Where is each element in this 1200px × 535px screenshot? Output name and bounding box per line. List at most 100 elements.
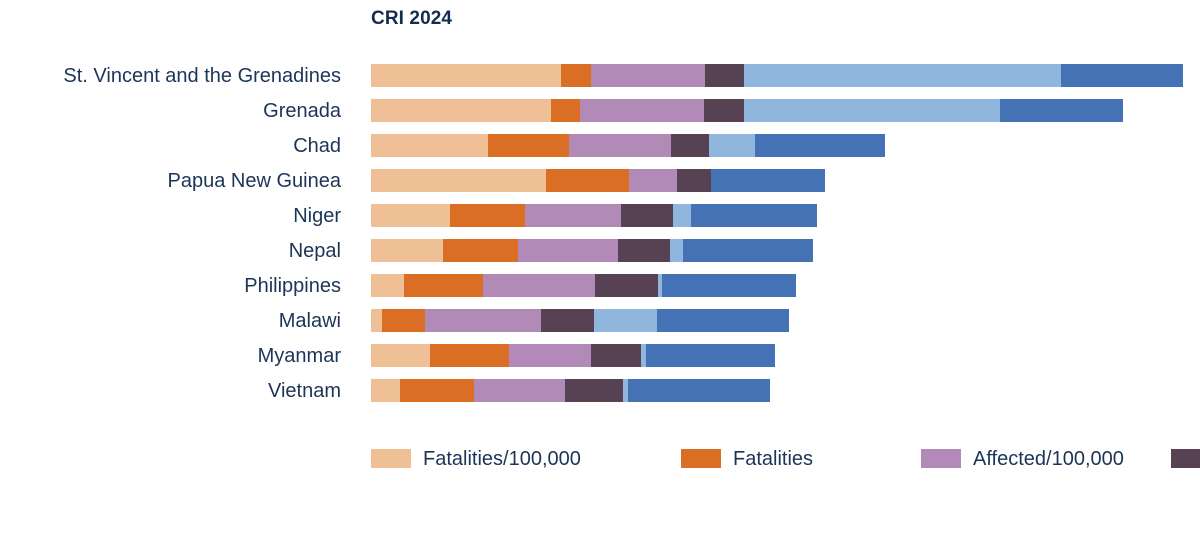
- bar-segment: [705, 64, 744, 87]
- bar-segment: [629, 169, 677, 192]
- stacked-bar: [371, 239, 813, 262]
- plot-area: St. Vincent and the Grenadines Grenada Cha…: [0, 58, 1200, 418]
- legend-item[interactable]: Fatalities: [681, 449, 921, 469]
- bar-segment: [595, 274, 658, 297]
- bar-segment: [371, 239, 443, 262]
- bar-segment: [371, 134, 488, 157]
- bar-segment: [711, 169, 825, 192]
- legend-item[interactable]: Fatalities/100,000: [371, 449, 681, 469]
- category-label: Nepal: [288, 239, 341, 262]
- legend-swatch-icon: [371, 449, 411, 468]
- bar-segment: [371, 64, 561, 87]
- bar-segment: [518, 239, 618, 262]
- stacked-bar: [371, 274, 796, 297]
- legend-swatch-icon: [921, 449, 961, 468]
- bar-row: Niger: [0, 198, 1200, 233]
- category-label: Chad: [293, 134, 341, 157]
- category-label: Grenada: [263, 99, 341, 122]
- bar-segment: [683, 239, 813, 262]
- category-label: Myanmar: [257, 344, 341, 367]
- bar-segment: [474, 379, 565, 402]
- bar-segment: [509, 344, 591, 367]
- stacked-bar: [371, 344, 775, 367]
- bar-segment: [594, 309, 657, 332]
- bar-segment: [430, 344, 509, 367]
- bar-row: Vietnam: [0, 373, 1200, 408]
- bar-segment: [755, 134, 885, 157]
- bar-segment: [425, 309, 541, 332]
- category-label: Philippines: [244, 274, 341, 297]
- legend-item[interactable]: Affected/100,000: [921, 449, 1171, 469]
- stacked-bar: [371, 379, 770, 402]
- legend-label: Fatalities/100,000: [423, 447, 581, 470]
- bar-segment: [400, 379, 474, 402]
- bar-segment: [744, 99, 1000, 122]
- bar-segment: [483, 274, 595, 297]
- category-label: St. Vincent and the Grenadines: [63, 64, 341, 87]
- bar-row: Myanmar: [0, 338, 1200, 373]
- bar-segment: [646, 344, 775, 367]
- stacked-bar: [371, 64, 1183, 87]
- bar-segment: [371, 379, 400, 402]
- bar-segment: [371, 99, 551, 122]
- category-label: Vietnam: [267, 379, 341, 402]
- bar-segment: [670, 239, 683, 262]
- bar-segment: [744, 64, 1061, 87]
- bar-segment: [371, 344, 430, 367]
- stacked-bar: [371, 99, 1123, 122]
- legend-label: Affected/100,000: [973, 447, 1124, 470]
- bar-segment: [673, 204, 691, 227]
- bar-segment: [580, 99, 704, 122]
- bar-segment: [551, 99, 580, 122]
- bar-segment: [704, 99, 744, 122]
- bar-segment: [621, 204, 673, 227]
- bar-segment: [371, 274, 404, 297]
- category-label: Niger: [293, 204, 341, 227]
- bar-row: Malawi: [0, 303, 1200, 338]
- stacked-bar: [371, 309, 789, 332]
- category-label: Papua New Guinea: [167, 169, 341, 192]
- bar-segment: [657, 309, 789, 332]
- bar-row: Grenada: [0, 93, 1200, 128]
- bar-segment: [628, 379, 770, 402]
- bar-segment: [488, 134, 569, 157]
- bar-row: St. Vincent and the Grenadines: [0, 58, 1200, 93]
- bar-segment: [371, 204, 450, 227]
- bar-segment: [671, 134, 709, 157]
- page-title: CRI 2024: [371, 8, 453, 29]
- bar-segment: [1000, 99, 1123, 122]
- bar-segment: [662, 274, 796, 297]
- bar-segment: [546, 169, 629, 192]
- bar-segment: [525, 204, 621, 227]
- bar-segment: [371, 169, 546, 192]
- bar-segment: [658, 274, 662, 297]
- stacked-bar: [371, 134, 885, 157]
- bar-segment: [641, 344, 646, 367]
- bar-segment: [565, 379, 623, 402]
- bar-segment: [404, 274, 483, 297]
- bar-segment: [450, 204, 525, 227]
- bar-row: Philippines: [0, 268, 1200, 303]
- chart-legend: Fatalities/100,000 Fatalities Affected/100…: [371, 440, 1200, 477]
- bar-segment: [618, 239, 670, 262]
- legend-swatch-icon: [681, 449, 721, 468]
- bar-segment: [709, 134, 755, 157]
- legend-label: Fatalities: [733, 447, 814, 470]
- bar-segment: [561, 64, 591, 87]
- bar-segment: [443, 239, 518, 262]
- stacked-bar: [371, 169, 825, 192]
- bar-segment: [591, 64, 705, 87]
- bar-row: Papua New Guinea: [0, 163, 1200, 198]
- stacked-bar: [371, 204, 817, 227]
- bar-segment: [382, 309, 425, 332]
- bar-segment: [691, 204, 817, 227]
- legend-swatch-icon: [1171, 449, 1200, 468]
- legend-item[interactable]: Affected: [1171, 449, 1200, 469]
- bar-segment: [591, 344, 641, 367]
- bar-row: Chad: [0, 128, 1200, 163]
- category-label: Malawi: [278, 309, 341, 332]
- bar-segment: [677, 169, 711, 192]
- bar-segment: [623, 379, 628, 402]
- bar-segment: [371, 309, 382, 332]
